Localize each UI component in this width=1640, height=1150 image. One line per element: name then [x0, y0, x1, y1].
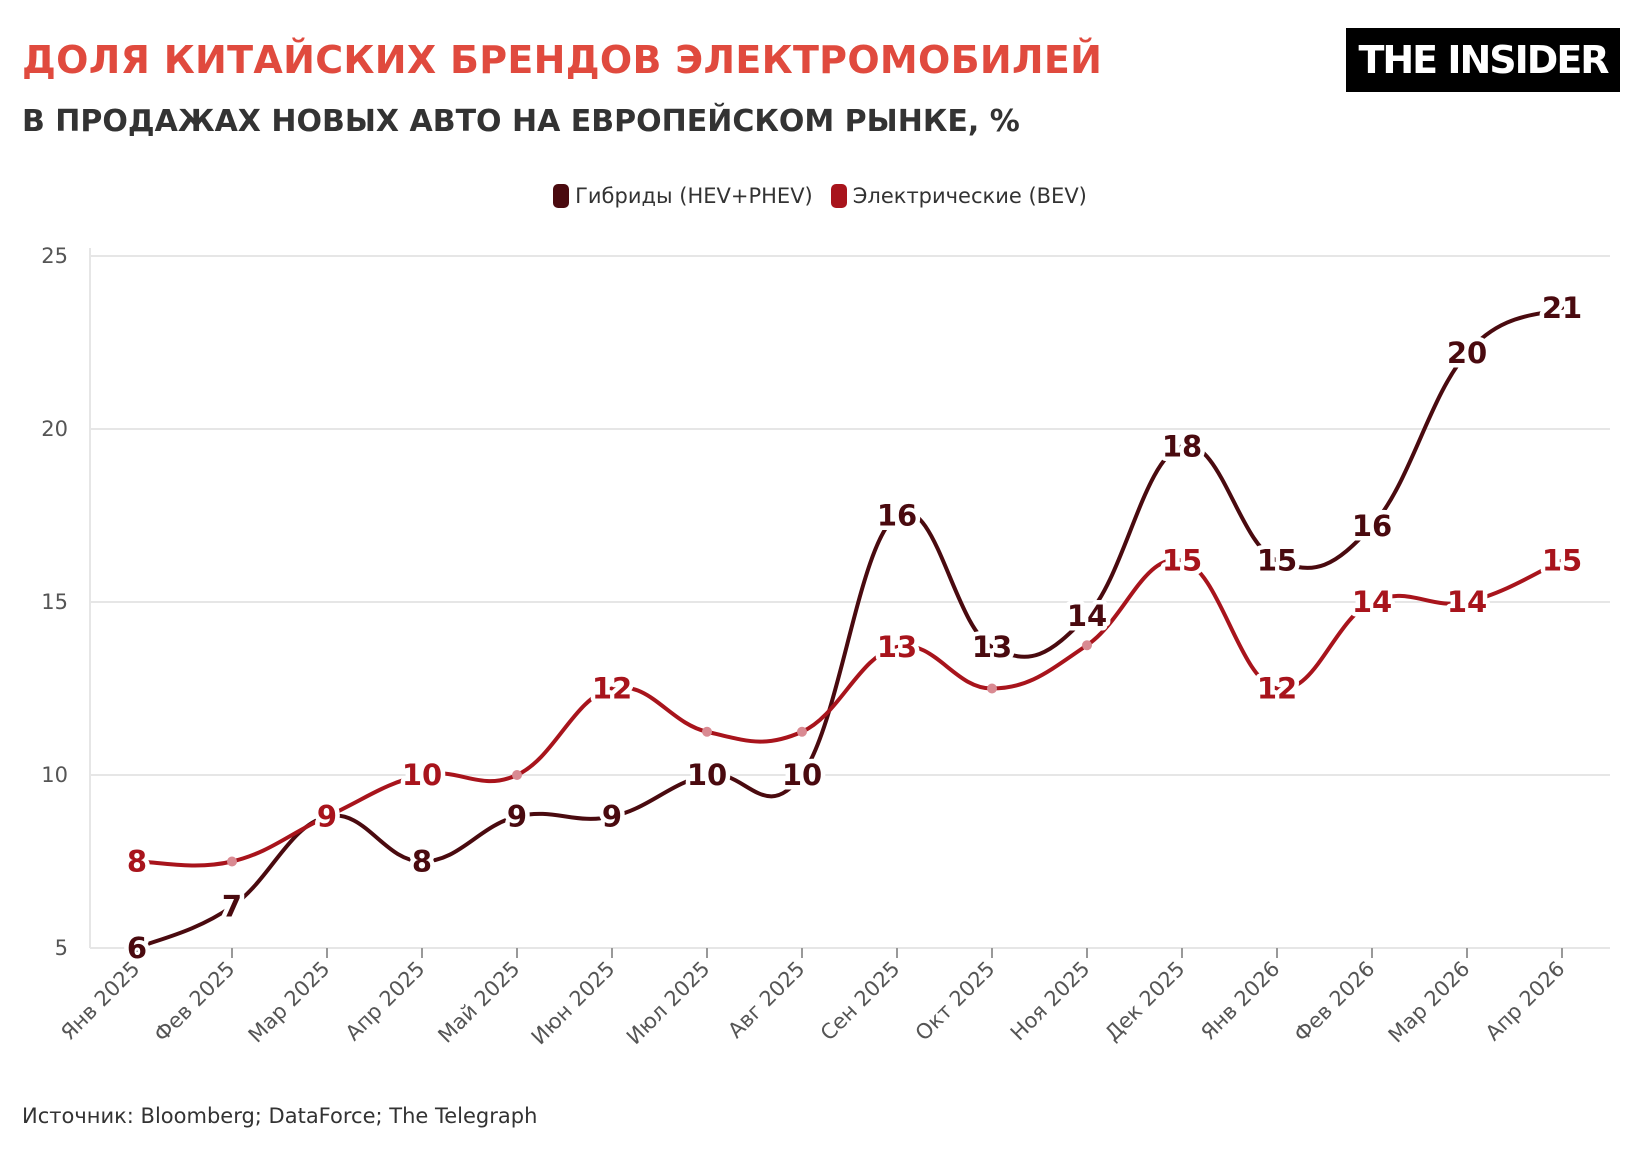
y-tick-label: 15 — [41, 590, 68, 614]
data-point-electric — [1082, 640, 1092, 651]
data-label-electric: 13 — [877, 630, 917, 664]
legend-swatch-electric — [830, 184, 847, 208]
legend-item-electric[interactable]: Электрические (BEV) — [830, 184, 1087, 208]
x-tick-label: Апр 2025 — [341, 957, 430, 1046]
y-tick-label: 5 — [55, 936, 68, 960]
chart-subtitle: В ПРОДАЖАХ НОВЫХ АВТО НА ЕВРОПЕЙСКОМ РЫН… — [22, 104, 1020, 139]
data-point-electric — [227, 856, 237, 867]
y-tick-label: 10 — [41, 763, 68, 787]
x-tick-label: Дек 2025 — [1100, 957, 1189, 1046]
data-label-hybrids: 9 — [317, 800, 337, 834]
data-label-hybrids: 10 — [782, 758, 822, 792]
x-tick-label: Мар 2025 — [244, 957, 335, 1048]
data-label-electric: 9 — [317, 800, 337, 834]
x-tick-label: Авг 2025 — [723, 957, 809, 1043]
source-note: Источник: Bloomberg; DataForce; The Tele… — [22, 1104, 538, 1128]
data-label-hybrids: 14 — [1067, 599, 1107, 633]
data-label-hybrids: 10 — [687, 758, 727, 792]
data-label-hybrids: 16 — [1352, 509, 1392, 543]
data-label-electric: 10 — [402, 758, 442, 792]
y-tick-label: 20 — [41, 417, 68, 441]
data-label-electric: 15 — [1162, 543, 1202, 577]
data-label-hybrids: 13 — [972, 630, 1012, 664]
legend-swatch-hybrids — [553, 184, 570, 208]
x-tick-label: Фев 2026 — [1289, 957, 1379, 1047]
data-label-hybrids: 15 — [1257, 543, 1297, 577]
x-tick-label: Мар 2026 — [1384, 957, 1475, 1048]
data-point-electric — [797, 726, 807, 737]
data-label-electric: 15 — [1542, 543, 1582, 577]
chart-title: ДОЛЯ КИТАЙСКИХ БРЕНДОВ ЭЛЕКТРОМОБИЛЕЙ — [22, 38, 1103, 82]
data-label-electric: 14 — [1352, 585, 1392, 619]
data-label-electric: 14 — [1447, 585, 1487, 619]
data-point-electric — [987, 683, 997, 694]
the-insider-logo: THE INSIDER — [1346, 28, 1620, 92]
series-line-electric — [135, 557, 1564, 868]
legend-item-hybrids[interactable]: Гибриды (HEV+PHEV) — [553, 184, 813, 208]
x-tick-label: Сен 2025 — [816, 957, 905, 1046]
x-tick-label: Июн 2025 — [527, 957, 620, 1050]
data-label-electric: 12 — [592, 672, 632, 706]
data-label-hybrids: 9 — [602, 800, 622, 834]
data-point-electric — [512, 770, 522, 780]
data-label-electric: 8 — [127, 845, 147, 879]
data-label-hybrids: 16 — [877, 499, 917, 533]
y-tick-label: 25 — [41, 244, 68, 268]
x-tick-label: Окт 2025 — [911, 957, 1000, 1046]
data-label-hybrids: 9 — [507, 800, 527, 834]
data-label-hybrids: 21 — [1542, 291, 1582, 325]
chart-legend: Гибриды (HEV+PHEV) Электрические (BEV) — [0, 184, 1640, 208]
x-tick-label: Май 2025 — [433, 957, 524, 1048]
data-label-hybrids: 8 — [412, 845, 432, 879]
x-tick-label: Янв 2026 — [1196, 957, 1284, 1045]
x-tick-label: Янв 2025 — [56, 957, 144, 1045]
series-line-hybrids — [135, 305, 1564, 950]
data-label-hybrids: 6 — [127, 931, 147, 965]
data-label-hybrids: 18 — [1162, 429, 1202, 463]
data-label-hybrids: 20 — [1447, 336, 1487, 370]
x-tick-label: Фев 2025 — [149, 957, 239, 1047]
data-label-hybrids: 7 — [222, 889, 242, 923]
data-label-electric: 12 — [1257, 672, 1297, 706]
x-tick-label: Июл 2025 — [622, 957, 715, 1050]
x-tick-label: Ноя 2025 — [1006, 957, 1095, 1046]
legend-label-hybrids: Гибриды (HEV+PHEV) — [575, 184, 813, 208]
legend-label-electric: Электрические (BEV) — [852, 184, 1087, 208]
x-tick-label: Апр 2026 — [1481, 957, 1570, 1046]
data-point-electric — [702, 726, 712, 737]
